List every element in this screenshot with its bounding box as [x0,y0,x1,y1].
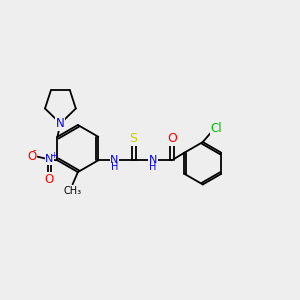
Text: N: N [110,155,118,165]
Text: O: O [45,173,54,186]
Text: CH₃: CH₃ [64,186,82,196]
Text: -: - [32,145,36,155]
Text: O: O [167,132,177,145]
Text: S: S [130,132,138,145]
Text: N: N [148,155,157,165]
Text: Cl: Cl [210,122,222,135]
Text: +: + [50,151,57,160]
Text: H: H [149,162,156,172]
Text: N: N [45,154,54,164]
Text: O: O [27,150,36,163]
Text: H: H [111,162,118,172]
Text: N: N [56,117,65,130]
